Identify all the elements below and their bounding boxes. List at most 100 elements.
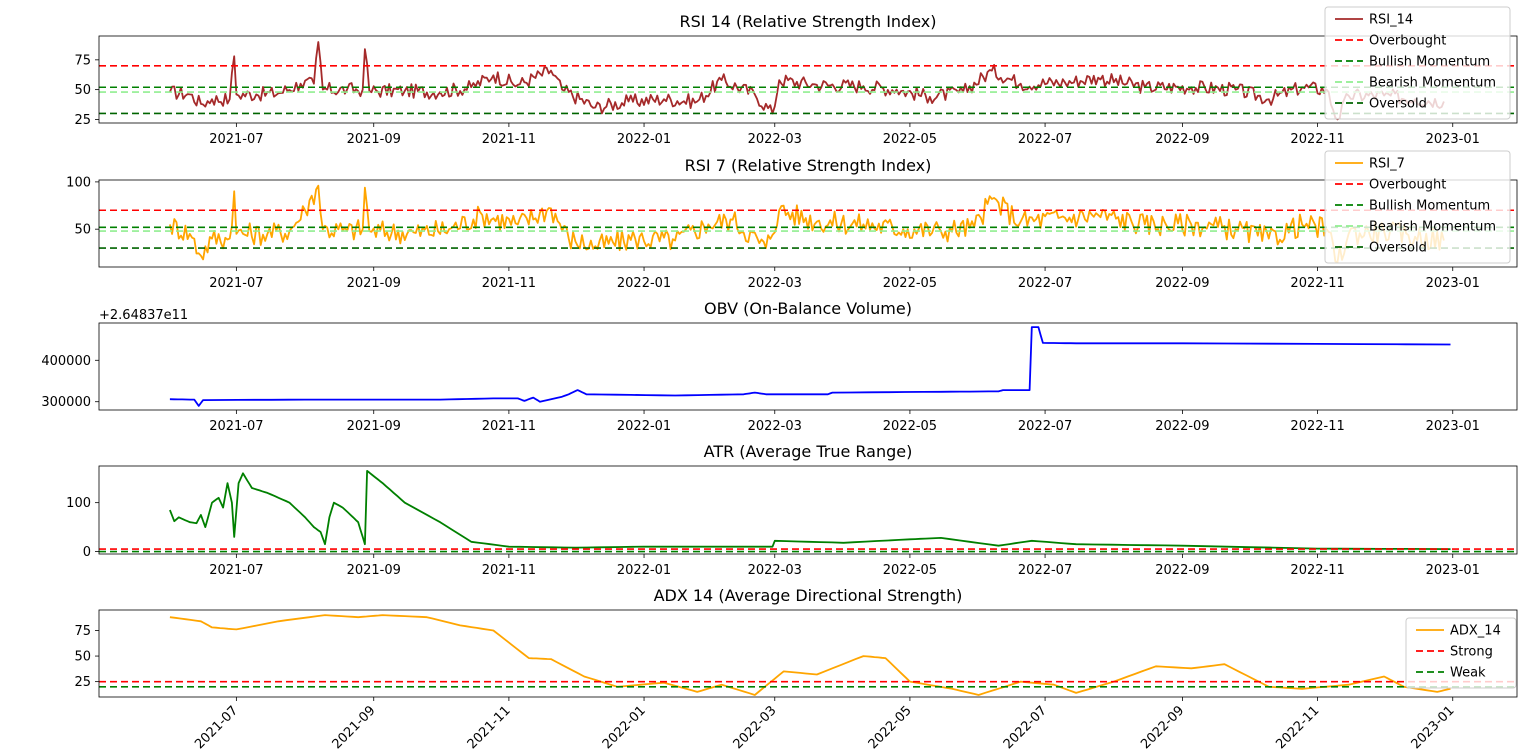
x-tick-label: 2021-09 xyxy=(330,703,379,752)
panel-rsi14: RSI 14 (Relative Strength Index) 25 50 75 20… xyxy=(74,6,1518,147)
plot-area xyxy=(99,614,1517,696)
x-tick-label: 2022-01 xyxy=(617,132,671,147)
y-tick-label: 50 xyxy=(74,223,91,238)
legend-label: ADX_14 xyxy=(1450,624,1501,639)
x-tick-label: 2022-11 xyxy=(1290,563,1344,578)
x-tick-label: 2021-07 xyxy=(209,419,263,434)
x-tick-label: 2022-09 xyxy=(1155,276,1209,291)
legend: RSI_7 Overbought Bullish Momentum Bearish M… xyxy=(1324,150,1511,264)
x-tick-label: 2021-07 xyxy=(192,703,241,752)
legend-label: Weak xyxy=(1450,666,1486,681)
x-tick-label: 2022-11 xyxy=(1290,276,1344,291)
plot-area xyxy=(99,470,1517,553)
legend-box xyxy=(1405,617,1517,689)
x-tick-label: 2022-05 xyxy=(883,419,937,434)
panel-title: ADX 14 (Average Directional Strength) xyxy=(654,586,963,605)
y-tick-label: 25 xyxy=(74,675,91,690)
legend: RSI_14 Overbought Bullish Momentum Bearish … xyxy=(1324,6,1511,120)
legend-label: Bullish Momentum xyxy=(1369,199,1490,214)
x-tick-label: 2022-05 xyxy=(883,132,937,147)
x-tick-label: 2021-09 xyxy=(347,419,401,434)
legend-label: Strong xyxy=(1450,645,1493,660)
legend-label: Overbought xyxy=(1369,178,1446,193)
x-tick-label: 2022-03 xyxy=(748,563,802,578)
y-tick-label: 300000 xyxy=(41,395,91,410)
y-tick-label: 50 xyxy=(74,650,91,665)
legend-box xyxy=(1324,6,1511,120)
x-tick-label: 2021-07 xyxy=(209,132,263,147)
x-tick-label: 2022-01 xyxy=(617,563,671,578)
legend-box xyxy=(1324,150,1511,264)
panel-title: ATR (Average True Range) xyxy=(704,442,913,461)
series-line-rsi-14 xyxy=(169,41,1445,121)
legend-label: RSI_7 xyxy=(1369,157,1405,172)
x-tick-label: 2021-11 xyxy=(465,703,514,752)
x-tick-label: 2022-01 xyxy=(600,703,649,752)
x-tick-label: 2021-07 xyxy=(209,276,263,291)
x-tick-label: 2022-09 xyxy=(1155,132,1209,147)
x-tick-label: 2023-01 xyxy=(1426,563,1480,578)
y-tick-label: 25 xyxy=(74,113,91,128)
legend-label: Bullish Momentum xyxy=(1369,55,1490,70)
panel-adx: ADX 14 (Average Directional Strength) 25 5… xyxy=(74,586,1518,752)
series-line-rsi-7 xyxy=(169,184,1445,264)
y-tick-label: 75 xyxy=(74,624,91,639)
x-tick-label: 2022-03 xyxy=(748,419,802,434)
plot-area xyxy=(99,184,1517,264)
legend-label: Oversold xyxy=(1369,97,1427,112)
panel-obv: OBV (On-Balance Volume) +2.64837e11 300000… xyxy=(41,299,1518,434)
legend-label: Oversold xyxy=(1369,241,1427,256)
legend: ADX_14 Strong Weak xyxy=(1405,617,1517,689)
panel-title: RSI 7 (Relative Strength Index) xyxy=(685,156,932,175)
x-tick-label: 2021-11 xyxy=(482,563,536,578)
x-tick-label: 2021-11 xyxy=(482,276,536,291)
legend-label: Overbought xyxy=(1369,34,1446,49)
legend-label: Bearish Momentum xyxy=(1369,220,1496,235)
x-tick-label: 2022-05 xyxy=(883,276,937,291)
x-tick-label: 2022-05 xyxy=(883,563,937,578)
x-tick-label: 2022-07 xyxy=(1018,132,1072,147)
axes-frame xyxy=(98,179,1518,268)
x-tick-label: 2023-01 xyxy=(1409,703,1458,752)
x-tick-label: 2022-01 xyxy=(617,276,671,291)
x-tick-label: 2022-11 xyxy=(1290,419,1344,434)
series-line-adx-14 xyxy=(169,614,1451,696)
y-tick-label: 100 xyxy=(66,175,91,190)
y-tick-label: 75 xyxy=(74,53,91,68)
x-tick-label: 2023-01 xyxy=(1426,132,1480,147)
x-tick-label: 2022-03 xyxy=(748,132,802,147)
y-tick-label: 50 xyxy=(74,83,91,98)
x-tick-label: 2022-05 xyxy=(866,703,915,752)
x-tick-label: 2022-09 xyxy=(1155,419,1209,434)
x-tick-label: 2021-09 xyxy=(347,132,401,147)
x-tick-label: 2021-07 xyxy=(209,563,263,578)
series-line-series-0 xyxy=(169,470,1451,550)
x-tick-label: 2023-01 xyxy=(1426,276,1480,291)
y-tick-label: 400000 xyxy=(41,354,91,369)
panel-title: OBV (On-Balance Volume) xyxy=(704,299,912,318)
x-tick-label: 2022-09 xyxy=(1155,563,1209,578)
x-tick-label: 2021-11 xyxy=(482,132,536,147)
x-tick-label: 2022-11 xyxy=(1273,703,1322,752)
axes-frame xyxy=(98,465,1518,555)
x-tick-label: 2022-09 xyxy=(1138,703,1187,752)
y-tick-label: 100 xyxy=(66,496,91,511)
x-tick-label: 2022-11 xyxy=(1290,132,1344,147)
x-tick-label: 2022-03 xyxy=(748,276,802,291)
axes-frame xyxy=(98,609,1518,698)
legend-label: RSI_14 xyxy=(1369,13,1413,28)
axes-frame xyxy=(98,35,1518,124)
x-tick-label: 2022-07 xyxy=(1018,276,1072,291)
x-tick-label: 2022-07 xyxy=(1018,563,1072,578)
plot-area xyxy=(169,326,1451,407)
legend-label: Bearish Momentum xyxy=(1369,76,1496,91)
y-tick-label: 0 xyxy=(83,545,91,560)
x-tick-label: 2021-11 xyxy=(482,419,536,434)
x-tick-label: 2023-01 xyxy=(1426,419,1480,434)
panel-title: RSI 14 (Relative Strength Index) xyxy=(680,12,937,31)
x-tick-label: 2022-01 xyxy=(617,419,671,434)
x-tick-label: 2022-07 xyxy=(1001,703,1050,752)
plot-area xyxy=(99,41,1517,121)
x-tick-label: 2021-09 xyxy=(347,563,401,578)
